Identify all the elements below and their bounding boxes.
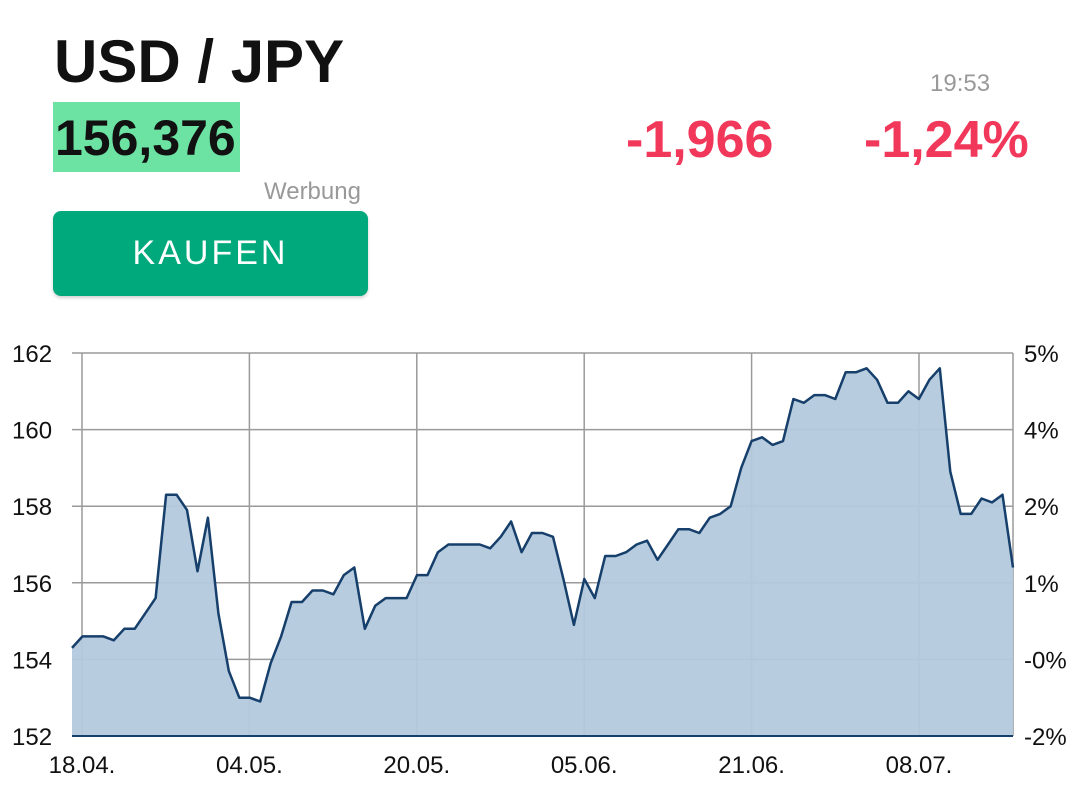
currency-pair-title: USD / JPY [54, 28, 345, 95]
quote-time: 19:53 [930, 70, 991, 97]
buy-button[interactable]: KAUFEN [53, 211, 368, 296]
price-change-percent: -1,24% [864, 111, 1029, 169]
x-tick-label: 20.05. [383, 752, 450, 779]
y-tick-label-right: -0% [1024, 647, 1067, 674]
price-line [71, 367, 1015, 703]
y-tick-label: 154 [12, 647, 52, 674]
y-tick-label: 158 [12, 494, 52, 521]
chart-axes: 152 -2% 154 -0% 156 1% 158 2% 160 4% 162 5% 18.04. 04… [12, 341, 1067, 779]
price-chart: 152 -2% 154 -0% 156 1% 158 2% 160 4% 162 5% 18.04. 04… [12, 341, 1067, 779]
y-tick-label: 162 [12, 341, 52, 368]
x-tick-label: 21.06. [718, 752, 785, 779]
y-tick-label: 152 [12, 724, 52, 751]
y-tick-label-right: 2% [1024, 494, 1059, 521]
y-tick-label-right: 4% [1024, 418, 1059, 445]
price-change: -1,966 [626, 111, 774, 169]
y-tick-label-right: 1% [1024, 571, 1059, 598]
x-tick-label: 18.04. [49, 752, 116, 779]
y-tick-label-right: 5% [1024, 341, 1059, 368]
x-tick-label: 05.06. [551, 752, 618, 779]
x-tick-label: 04.05. [216, 752, 283, 779]
y-tick-label: 160 [12, 418, 52, 445]
price-area [72, 368, 1013, 736]
y-tick-label: 156 [12, 571, 52, 598]
x-tick-label: 08.07. [886, 752, 953, 779]
ad-label: Werbung [264, 178, 361, 205]
current-price: 156,376 [53, 102, 240, 172]
y-tick-label-right: -2% [1024, 724, 1067, 751]
